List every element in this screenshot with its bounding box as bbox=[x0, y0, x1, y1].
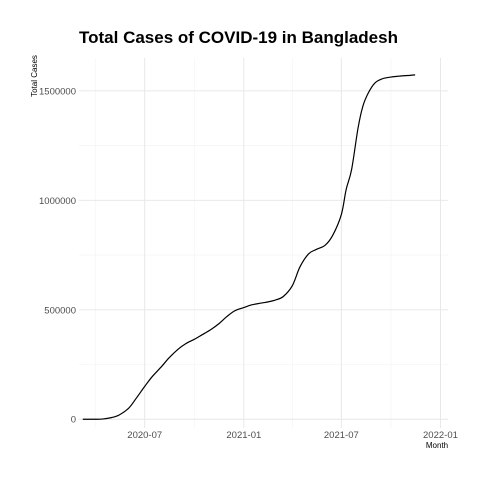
series-layer bbox=[82, 74, 416, 420]
chart-title: Total Cases of COVID-19 in Bangladesh bbox=[79, 28, 398, 47]
y-axis-label: Total Cases bbox=[30, 55, 39, 97]
y-tick-label: 1500000 bbox=[39, 86, 76, 97]
x-tick-label: 2022-01 bbox=[423, 430, 458, 441]
x-tick-label: 2021-01 bbox=[226, 430, 261, 441]
series-line bbox=[82, 74, 416, 420]
y-tick-label: 1000000 bbox=[39, 196, 76, 207]
x-tick-label: 2020-07 bbox=[127, 430, 162, 441]
x-tick-label: 2021-07 bbox=[324, 430, 359, 441]
x-axis-ticks: 2020-07 2021-01 2021-07 2022-01 bbox=[127, 430, 458, 441]
major-gridlines bbox=[79, 58, 448, 428]
minor-gridlines bbox=[79, 58, 448, 428]
y-tick-label: 500000 bbox=[44, 305, 76, 316]
y-axis-ticks: 0 500000 1000000 1500000 bbox=[39, 86, 76, 425]
y-tick-label: 0 bbox=[71, 415, 76, 426]
x-axis-label: Month bbox=[426, 441, 448, 450]
